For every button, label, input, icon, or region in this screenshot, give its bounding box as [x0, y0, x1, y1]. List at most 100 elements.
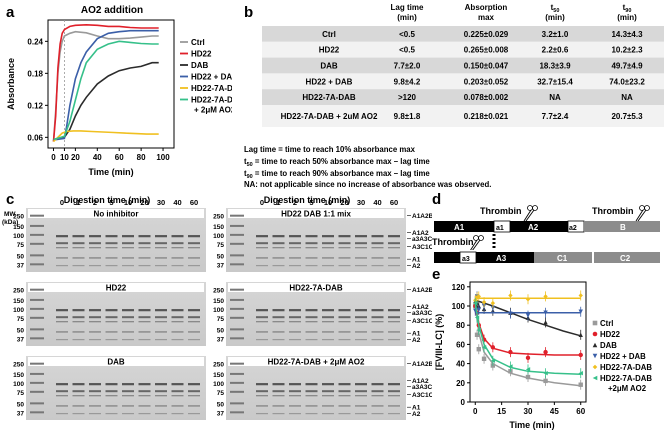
table-row-bg — [262, 105, 664, 127]
data-point — [474, 332, 480, 337]
gel-band — [155, 265, 167, 267]
gel-band — [371, 316, 384, 319]
gel-band — [89, 413, 101, 415]
header-t50-unit: (min) — [545, 13, 565, 22]
legend-marker — [592, 375, 598, 381]
mw-ladder-band — [30, 372, 44, 375]
gel-band — [56, 331, 68, 333]
gel-band — [105, 339, 118, 341]
header-t90-sub: 90 — [625, 8, 631, 14]
gel-band — [72, 413, 85, 415]
gel-band — [188, 242, 200, 245]
legend-marker — [592, 342, 598, 348]
gel-band — [355, 309, 367, 312]
legend-label: Ctrl — [600, 319, 613, 328]
gel-band — [272, 316, 285, 319]
mw-ladder-band — [230, 411, 244, 414]
table-cell: 10.2±2.3 — [611, 46, 643, 55]
mw-marker-label: 150 — [213, 224, 224, 231]
mw-ladder-band — [30, 233, 44, 236]
gel-band — [89, 321, 101, 323]
gel-band — [138, 257, 151, 259]
mw-marker-label: 75 — [217, 390, 225, 397]
header-lag: Lag time — [391, 3, 424, 12]
data-point — [543, 378, 548, 384]
panel-c-gels: c MW (kDa) Digestion time (min) Digestio… — [2, 191, 432, 420]
gel-band — [371, 265, 384, 267]
table-row-bg — [262, 57, 664, 74]
band-label: A2 — [412, 411, 421, 418]
thrombin-label-1: Thrombin — [480, 206, 522, 216]
gel-band — [289, 395, 301, 397]
data-point — [543, 320, 548, 325]
mw-ladder-band — [230, 381, 244, 384]
mw-ladder-band — [30, 411, 44, 414]
band-label: A2 — [412, 337, 421, 344]
gel-band — [272, 413, 285, 415]
header-abs: Absorption — [465, 3, 508, 12]
gel-band — [171, 265, 184, 267]
gel-band — [388, 235, 400, 238]
gel-band — [122, 321, 134, 323]
gel-band — [56, 316, 68, 319]
data-point — [508, 311, 513, 316]
table-cell: 3.2±1.0 — [542, 30, 569, 39]
gel-band — [305, 257, 318, 259]
x-tick-label: 60 — [576, 407, 585, 416]
panel-e-legend: Ctrl HD22 DAB HD22 + DAB HD22-7A-DAB HD22-7A-… — [592, 319, 652, 393]
gel-band — [371, 405, 384, 407]
gel-band — [105, 265, 118, 267]
mw-ladder-band — [30, 242, 44, 245]
gel-band — [289, 383, 301, 386]
table-cell: 0.203±0.052 — [464, 77, 509, 86]
gel-band — [305, 235, 318, 238]
x-tick-label: 100 — [156, 153, 170, 162]
gel-band — [322, 339, 334, 341]
gel-band — [105, 235, 118, 238]
gel-band — [322, 413, 334, 415]
lane-time-label: 2 — [93, 198, 97, 207]
mw-ladder-band — [30, 298, 44, 301]
gel-band — [122, 383, 134, 386]
gel-band — [371, 247, 384, 249]
lane-time-label: 10 — [324, 198, 332, 207]
gel-band — [289, 257, 301, 259]
gel-band — [188, 390, 200, 393]
table-row: HD22 + DAB 9.8±4.2 0.203±0.052 32.7±15.4 74.… — [262, 73, 664, 90]
mw-marker-label: 37 — [17, 336, 25, 343]
x-tick-label: 10 — [60, 153, 69, 162]
gel-band — [272, 235, 285, 238]
gel-band — [138, 316, 151, 319]
gel-band — [256, 265, 268, 267]
table-body: Ctrl <0.5 0.225±0.029 3.2±1.0 14.3±4.3 HD22 <0… — [262, 26, 664, 127]
panel-a-plot-frame — [47, 19, 175, 149]
gel-band — [322, 235, 334, 238]
gel-band — [322, 265, 334, 267]
domain-C1-label: C1 — [557, 254, 568, 263]
table-cell: Ctrl — [322, 30, 336, 39]
table-row-bg — [262, 73, 664, 90]
legend-label: HD22-7A-DAB — [600, 363, 652, 372]
domain-A3-label: A3 — [496, 254, 507, 263]
gel-band — [388, 242, 400, 245]
data-point — [578, 332, 583, 337]
gel-band — [155, 235, 167, 238]
lane-time-label: 40 — [173, 198, 181, 207]
gel-band — [388, 265, 400, 267]
gel-band — [89, 242, 101, 245]
mw-ladder-band — [230, 328, 244, 331]
gel-band — [171, 405, 184, 407]
data-point — [490, 345, 496, 350]
gel-band — [155, 309, 167, 312]
gel-band — [322, 321, 334, 323]
lane-time-label: 5 — [309, 198, 313, 207]
gel-band — [289, 321, 301, 323]
gel-band — [138, 405, 151, 407]
gel-band — [188, 265, 200, 267]
gel-band — [322, 309, 334, 312]
band-label: A1 — [412, 257, 421, 264]
domain-A1-label: A1 — [454, 223, 465, 232]
band-label: A1 — [412, 405, 421, 412]
gel-band — [171, 339, 184, 341]
